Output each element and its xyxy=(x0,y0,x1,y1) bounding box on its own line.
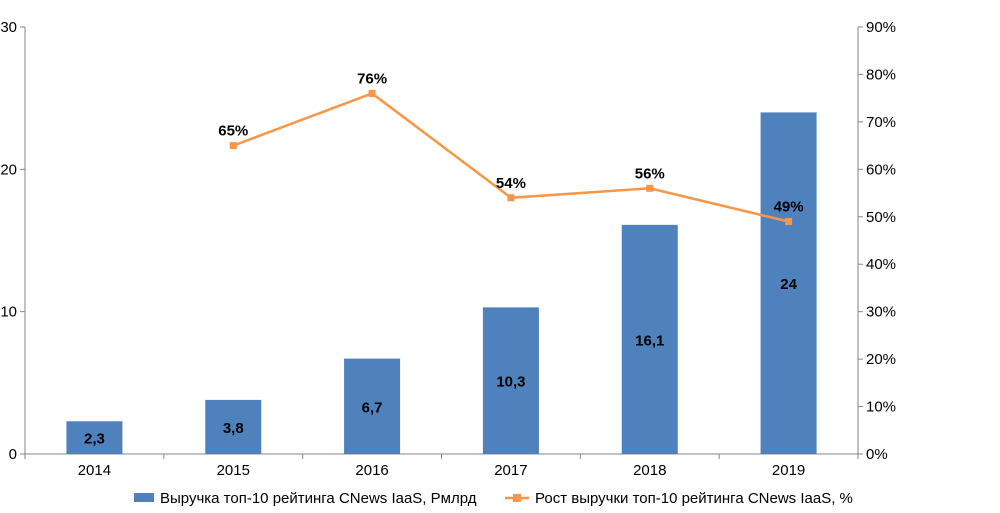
bar xyxy=(205,399,262,454)
line-data-label: 54% xyxy=(496,175,526,192)
legend-line-label: Рост выручки топ-10 рейтинга CNews IaaS,… xyxy=(535,490,853,507)
bar xyxy=(621,224,678,454)
right-axis-tick-label: 50% xyxy=(866,209,896,226)
bar xyxy=(482,307,539,454)
bar xyxy=(344,358,401,454)
legend-line-marker xyxy=(513,494,521,502)
right-axis-tick-label: 90% xyxy=(866,19,896,36)
bar-data-label: 6,7 xyxy=(362,399,383,416)
right-axis-tick-label: 10% xyxy=(866,399,896,416)
line-point-marker xyxy=(507,194,515,202)
right-axis-tick-label: 40% xyxy=(866,256,896,273)
right-axis-tick-label: 60% xyxy=(866,161,896,178)
x-axis-tick-label: 2014 xyxy=(78,462,111,479)
right-axis-tick-label: 0% xyxy=(866,446,888,463)
left-axis-tick-label: 0 xyxy=(9,446,17,463)
bar-data-label: 16,1 xyxy=(635,332,664,349)
bar-data-label: 24 xyxy=(780,276,797,293)
line-data-label: 65% xyxy=(218,123,248,140)
line-point-marker xyxy=(368,89,376,97)
legend-bar-swatch xyxy=(134,493,154,502)
line-point-marker xyxy=(646,184,654,192)
growth-line xyxy=(232,92,789,223)
line-series xyxy=(229,89,793,226)
bar xyxy=(760,112,817,455)
left-axis-tick-label: 10 xyxy=(0,304,17,321)
bar-data-label: 10,3 xyxy=(496,374,525,391)
x-axis-tick-label: 2015 xyxy=(217,462,250,479)
right-axis-tick-label: 30% xyxy=(866,304,896,321)
x-axis-tick-label: 2016 xyxy=(355,462,388,479)
bar-series xyxy=(66,112,817,455)
right-axis-tick-label: 20% xyxy=(866,351,896,368)
line-data-label: 56% xyxy=(635,165,665,182)
x-axis-tick-label: 2019 xyxy=(772,462,805,479)
axes: 0 10 20 30 0% 10% 20% 30% 40% 50% 60% 70% 80% 90% 2014… xyxy=(0,19,896,479)
line-data-label: 49% xyxy=(774,199,804,216)
data-labels: 2,3 3,8 6,7 10,3 16,1 24 65% 76% 54% 56% 49% xyxy=(84,70,804,447)
x-axis-tick-label: 2018 xyxy=(633,462,666,479)
line-data-label: 76% xyxy=(357,70,387,87)
legend: Выручка топ-10 рейтинга CNews IaaS, Рмлр… xyxy=(134,490,853,507)
bar-data-label: 3,8 xyxy=(223,420,244,437)
bar xyxy=(66,421,123,454)
line-point-marker xyxy=(785,218,793,226)
left-axis-tick-label: 20 xyxy=(0,161,17,178)
bar-data-label: 2,3 xyxy=(84,431,105,448)
x-axis-tick-label: 2017 xyxy=(494,462,527,479)
right-axis-tick-label: 80% xyxy=(866,66,896,83)
right-axis-tick-label: 70% xyxy=(866,114,896,131)
line-point-marker xyxy=(229,142,237,150)
left-axis-tick-label: 30 xyxy=(0,19,17,36)
legend-bar-label: Выручка топ-10 рейтинга CNews IaaS, Рмлр… xyxy=(160,490,477,507)
